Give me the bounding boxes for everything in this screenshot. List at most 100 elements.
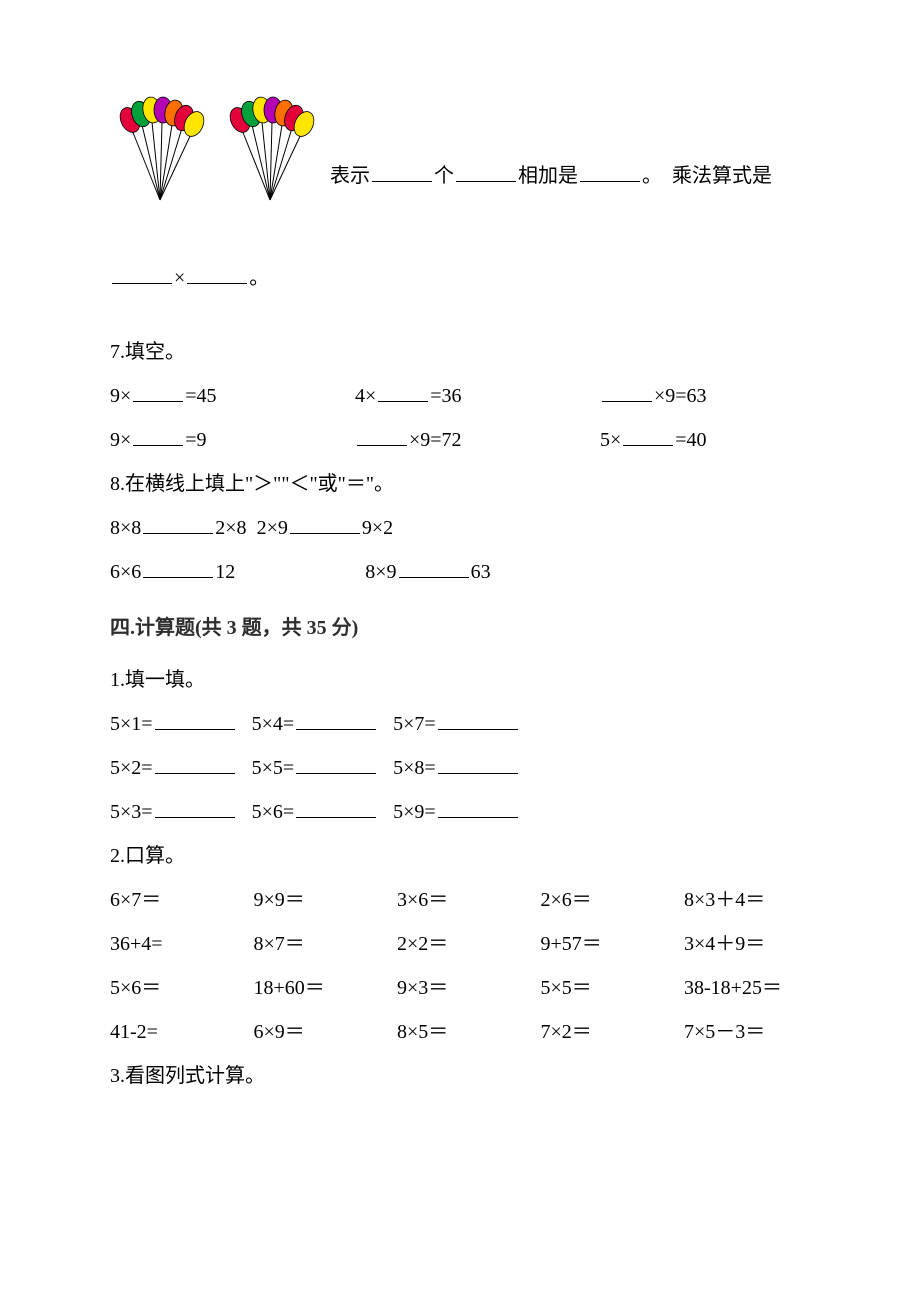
q7-r2-a: 9×=9: [110, 418, 320, 462]
q8-r1b-right: 9×2: [362, 517, 393, 539]
q8-r2a-right: 12: [215, 561, 235, 583]
worksheet-page: 表示个相加是。 乘法算式是 ×。 7.填空。 9×=45 4×=36 ×9=63…: [0, 0, 920, 1302]
q6-period: 。: [642, 165, 662, 187]
q8-r1a-blank[interactable]: [143, 513, 213, 534]
q6-blank-4[interactable]: [112, 263, 172, 284]
q6-blank-2[interactable]: [456, 161, 516, 182]
q8-r2b-right: 63: [471, 561, 491, 583]
q7-r1-a: 9× =45: [110, 374, 320, 418]
s4q2-r1c1: 6×7＝: [110, 878, 236, 922]
q7-r1-a-pre: 9×: [110, 385, 131, 407]
s4q1-r3c3-blank[interactable]: [438, 797, 518, 818]
s4q1-r2c1-blank[interactable]: [155, 753, 235, 774]
s4q2-r4c4: 7×2＝: [541, 1010, 667, 1054]
s4q1-row2: 5×2= 5×5= 5×8=: [110, 746, 810, 790]
s4q2-r2c3: 2×2＝: [397, 922, 523, 966]
q7-r2-a-blank[interactable]: [133, 425, 183, 446]
q6-line2: ×。: [110, 256, 810, 300]
q7-row1: 9× =45 4×=36 ×9=63: [110, 374, 810, 418]
q7-r2-c-blank[interactable]: [623, 425, 673, 446]
s4q2-r3c2: 18+60＝: [254, 966, 380, 1010]
q6-add: 相加是: [518, 165, 578, 187]
q8-r1b-blank[interactable]: [290, 513, 360, 534]
q7-r1-b-blank[interactable]: [378, 381, 428, 402]
q6-times: ×: [174, 267, 185, 289]
s4q1-r3c2-blank[interactable]: [296, 797, 376, 818]
s4q1-r2c3: 5×8=: [393, 757, 436, 779]
q6-row: 表示 个 相加是 。 乘法算式是: [110, 80, 810, 226]
q7-r1-c-blank[interactable]: [602, 381, 652, 402]
s4q1-r2c1: 5×2=: [110, 757, 153, 779]
q7-r2-c-suf: =40: [675, 429, 706, 451]
s4q2-r2c1: 36+4=: [110, 922, 236, 966]
q8-r1a-left: 8×8: [110, 517, 141, 539]
s4q2-r3c3: 9×3＝: [397, 966, 523, 1010]
s4q1-r1c2-blank[interactable]: [296, 709, 376, 730]
s4q2-r4c2: 6×9＝: [254, 1010, 380, 1054]
q7-row2: 9×=9 ×9=72 5× =40: [110, 418, 810, 462]
s4q2-r4c3: 8×5＝: [397, 1010, 523, 1054]
q6-ge: 个: [434, 165, 454, 187]
q8-r1a-right: 2×8: [215, 517, 246, 539]
q8-title: 8.在横线上填上"＞""＜"或"＝"。: [110, 462, 810, 506]
q7-r2-c: 5× =40: [600, 418, 810, 462]
s4q1-title: 1.填一填。: [110, 658, 810, 702]
s4q2-r1c4: 2×6＝: [541, 878, 667, 922]
s4q2-r4c5: 7×5－3＝: [684, 1010, 810, 1054]
q7-r1-b-suf: =36: [430, 385, 461, 407]
s4q2-r3c4: 5×5＝: [541, 966, 667, 1010]
q7-r2-a-pre: 9×: [110, 429, 131, 451]
q7-r2-b-suf: ×9=72: [409, 429, 462, 451]
q7-r1-a-suf: =45: [185, 385, 216, 407]
q8-r2b-left: 8×9: [365, 561, 396, 583]
s4q2-r1c2: 9×9＝: [254, 878, 380, 922]
section4-header: 四.计算题(共 3 题，共 35 分): [110, 606, 810, 650]
s4q2-r3c5: 38-18+25＝: [684, 966, 810, 1010]
s4q1-r1c3: 5×7=: [393, 713, 436, 735]
s4q2-r1c3: 3×6＝: [397, 878, 523, 922]
s4q1-r2c2-blank[interactable]: [296, 753, 376, 774]
s4q2-r2c4: 9+57＝: [541, 922, 667, 966]
q8-row2: 6×6 12 8×9 63: [110, 550, 810, 594]
s4q3-title: 3.看图列式计算。: [110, 1054, 810, 1098]
s4q2-row4: 41-2= 6×9＝ 8×5＝ 7×2＝ 7×5－3＝: [110, 1010, 810, 1054]
q6-mult-label: 乘法算式是: [672, 165, 772, 187]
s4q1-row1: 5×1= 5×4= 5×7=: [110, 702, 810, 746]
s4q2-r3c1: 5×6＝: [110, 966, 236, 1010]
s4q1-r2c3-blank[interactable]: [438, 753, 518, 774]
s4q2-r2c5: 3×4＋9＝: [684, 922, 810, 966]
q8-r1b-left: 2×9: [257, 517, 288, 539]
q8-r2b-blank[interactable]: [399, 557, 469, 578]
s4q1-row3: 5×3= 5×6= 5×9=: [110, 790, 810, 834]
s4q1-r1c2: 5×4=: [252, 713, 295, 735]
q6-label-1: 表示: [330, 165, 370, 187]
s4q2-row2: 36+4= 8×7＝ 2×2＝ 9+57＝ 3×4＋9＝: [110, 922, 810, 966]
q7-r2-b: ×9=72: [355, 418, 565, 462]
s4q1-r3c3: 5×9=: [393, 801, 436, 823]
s4q2-row3: 5×6＝ 18+60＝ 9×3＝ 5×5＝ 38-18+25＝: [110, 966, 810, 1010]
s4q1-r3c1: 5×3=: [110, 801, 153, 823]
q8-r2a-blank[interactable]: [143, 557, 213, 578]
q7-r2-b-blank[interactable]: [357, 425, 407, 446]
s4q1-r1c3-blank[interactable]: [438, 709, 518, 730]
s4q2-title: 2.口算。: [110, 834, 810, 878]
q7-r1-a-blank[interactable]: [133, 381, 183, 402]
s4q2-r1c5: 8×3＋4＝: [684, 878, 810, 922]
q6-blank-5[interactable]: [187, 263, 247, 284]
q6-blank-3[interactable]: [580, 161, 640, 182]
s4q1-r2c2: 5×5=: [252, 757, 295, 779]
q6-text-line1: 表示 个 相加是 。 乘法算式是: [330, 154, 772, 226]
balloons-group-1-icon: [110, 80, 210, 226]
s4q2-row1: 6×7＝ 9×9＝ 3×6＝ 2×6＝ 8×3＋4＝: [110, 878, 810, 922]
s4q1-r3c1-blank[interactable]: [155, 797, 235, 818]
q7-r1-c: ×9=63: [600, 374, 810, 418]
q8-r2a-left: 6×6: [110, 561, 141, 583]
balloons-group-2-icon: [220, 80, 320, 226]
s4q1-r1c1-blank[interactable]: [155, 709, 235, 730]
q6-blank-1[interactable]: [372, 161, 432, 182]
q7-r1-b: 4×=36: [355, 374, 565, 418]
q8-row1: 8×8 2×8 2×9 9×2: [110, 506, 810, 550]
s4q2-r2c2: 8×7＝: [254, 922, 380, 966]
q6-end: 。: [249, 267, 269, 289]
q7-r2-c-pre: 5×: [600, 429, 621, 451]
